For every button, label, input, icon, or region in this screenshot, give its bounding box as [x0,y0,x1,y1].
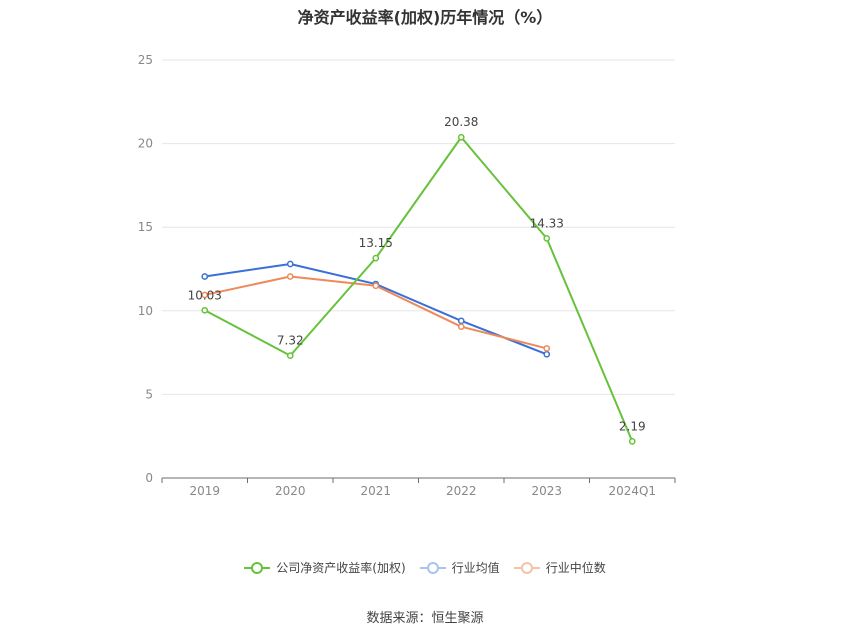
data-point [628,438,636,445]
data-point [457,323,465,331]
x-axis: 2019 2020 2021 2022 2023 2024Q1 [161,477,676,498]
data-labels: 10.03 7.32 13.15 20.38 14.33 2.19 [188,115,646,433]
legend-label: 行业均值 [451,561,500,575]
data-point [543,345,551,352]
data-point [543,235,551,242]
data-label: 2.19 [619,419,646,433]
grid-lines [162,59,675,395]
x-tick-label: 2019 [189,484,220,498]
x-tick-label: 2024Q1 [608,484,656,498]
data-label: 14.33 [530,216,564,230]
data-label: 13.15 [359,236,393,250]
data-point [286,352,294,359]
series-lines [201,133,636,445]
data-point [201,291,209,299]
data-point [457,317,465,325]
legend-item-industry-mean[interactable]: 行业均值 [419,559,500,576]
x-tick-label: 2022 [446,484,477,498]
y-tick-label: 20 [138,137,153,151]
y-tick-label: 0 [145,471,153,485]
data-point [286,260,294,268]
data-point [286,273,294,280]
legend-marker-icon [244,561,271,574]
data-point [543,350,551,358]
x-tick-label: 2023 [531,484,562,498]
data-label: 20.38 [444,115,478,129]
data-point [372,254,380,262]
data-point [372,282,380,290]
y-tick-label: 10 [138,304,153,318]
legend-marker-icon [419,561,446,574]
x-tick-label: 2021 [360,484,391,498]
series-line [204,136,634,442]
data-label: 7.32 [277,334,304,348]
legend-label: 公司净资产收益率(加权) [276,561,406,575]
x-tick-label: 2020 [275,484,306,498]
data-point [201,273,209,280]
chart-title: 净资产收益率(加权)历年情况（%） [297,8,553,27]
legend-label: 行业中位数 [545,561,606,575]
legend: 公司净资产收益率(加权) 行业均值 行业中位数 [0,559,850,576]
data-point [457,133,465,141]
legend-item-company-roe[interactable]: 公司净资产收益率(加权) [244,559,406,576]
data-label: 10.03 [188,288,222,302]
legend-item-industry-median[interactable]: 行业中位数 [513,559,606,576]
y-tick-label: 15 [138,220,153,234]
y-axis: 0 5 10 15 20 25 [138,53,153,485]
y-tick-label: 5 [145,387,153,401]
data-point [201,306,209,314]
y-tick-label: 25 [138,53,153,67]
series-line [204,262,548,356]
data-source: 数据来源：恒生聚源 [366,611,484,626]
legend-marker-icon [513,561,540,574]
